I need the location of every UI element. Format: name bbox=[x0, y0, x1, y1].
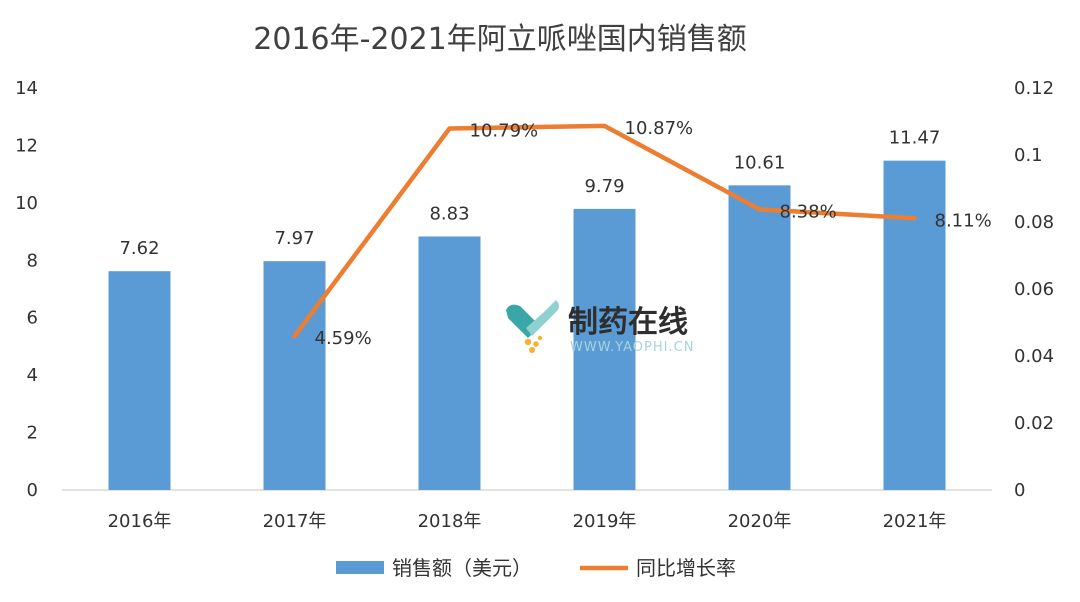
watermark-url: WWW.YAOPHI.CN bbox=[570, 340, 694, 355]
watermark-text: 制药在线 bbox=[568, 305, 688, 340]
right-axis-ticks: 0 0.02 0.04 0.06 0.08 0.1 0.12 bbox=[1014, 78, 1054, 501]
legend: 销售额（美元） 同比增长率 bbox=[336, 556, 736, 580]
left-axis-tick-label: 2 bbox=[27, 423, 38, 444]
line-data-label: 8.38% bbox=[780, 201, 837, 222]
left-axis-tick-label: 8 bbox=[27, 250, 38, 271]
right-axis-tick-label: 0.08 bbox=[1014, 212, 1054, 233]
bar bbox=[728, 185, 791, 490]
x-axis-tick-label: 2019年 bbox=[573, 511, 637, 532]
left-axis-tick-label: 4 bbox=[27, 365, 38, 386]
right-axis-tick-label: 0.06 bbox=[1014, 279, 1054, 300]
line-data-label: 8.11% bbox=[935, 210, 992, 231]
legend-label-growth: 同比增长率 bbox=[636, 556, 736, 580]
growth-rate-line bbox=[292, 123, 917, 339]
bar-data-label: 7.97 bbox=[274, 228, 314, 249]
line-data-label: 4.59% bbox=[315, 328, 372, 349]
right-axis-tick-label: 0.04 bbox=[1014, 346, 1054, 367]
bar-data-label: 11.47 bbox=[889, 128, 941, 149]
x-axis-tick-label: 2020年 bbox=[728, 511, 792, 532]
line-data-label: 10.79% bbox=[470, 121, 539, 142]
watermark: 制药在线 WWW.YAOPHI.CN bbox=[506, 300, 694, 355]
right-axis-tick-label: 0.1 bbox=[1014, 145, 1043, 166]
bar-data-label: 10.61 bbox=[734, 152, 786, 173]
bar bbox=[108, 271, 171, 490]
legend-label-sales: 销售额（美元） bbox=[392, 556, 532, 580]
line-data-label: 10.87% bbox=[625, 118, 694, 139]
x-axis-tick-label: 2018年 bbox=[418, 511, 482, 532]
chart-title: 2016年-2021年阿立哌唑国内销售额 bbox=[253, 22, 747, 57]
bar-series bbox=[108, 160, 946, 490]
bar-data-label: 9.79 bbox=[584, 176, 624, 197]
left-axis-tick-label: 6 bbox=[27, 308, 38, 329]
bar bbox=[418, 236, 481, 490]
left-axis-tick-label: 12 bbox=[15, 135, 38, 156]
bar-data-label: 7.62 bbox=[119, 238, 159, 259]
right-axis-tick-label: 0.02 bbox=[1014, 413, 1054, 434]
left-axis-tick-label: 10 bbox=[15, 193, 38, 214]
line-data-labels: 4.59% 10.79% 10.87% 8.38% 8.11% bbox=[315, 118, 992, 349]
left-axis-tick-label: 14 bbox=[15, 78, 38, 99]
bar-data-labels: 7.62 7.97 8.83 9.79 10.61 11.47 bbox=[119, 128, 940, 260]
x-axis-tick-label: 2017年 bbox=[263, 511, 327, 532]
bar bbox=[263, 261, 326, 490]
legend-swatch-sales bbox=[336, 561, 384, 574]
x-axis-ticks: 2016年 2017年 2018年 2019年 2020年 2021年 bbox=[108, 511, 947, 532]
capsule-logo-icon bbox=[506, 300, 559, 353]
right-axis-tick-label: 0 bbox=[1014, 480, 1025, 501]
bar-data-label: 8.83 bbox=[429, 203, 469, 224]
x-axis-tick-label: 2016年 bbox=[108, 511, 172, 532]
left-axis-ticks: 0 2 4 6 8 10 12 14 bbox=[15, 78, 38, 501]
right-axis-tick-label: 0.12 bbox=[1014, 78, 1054, 99]
bar bbox=[573, 208, 636, 490]
left-axis-tick-label: 0 bbox=[27, 480, 38, 501]
x-axis-tick-label: 2021年 bbox=[883, 511, 947, 532]
